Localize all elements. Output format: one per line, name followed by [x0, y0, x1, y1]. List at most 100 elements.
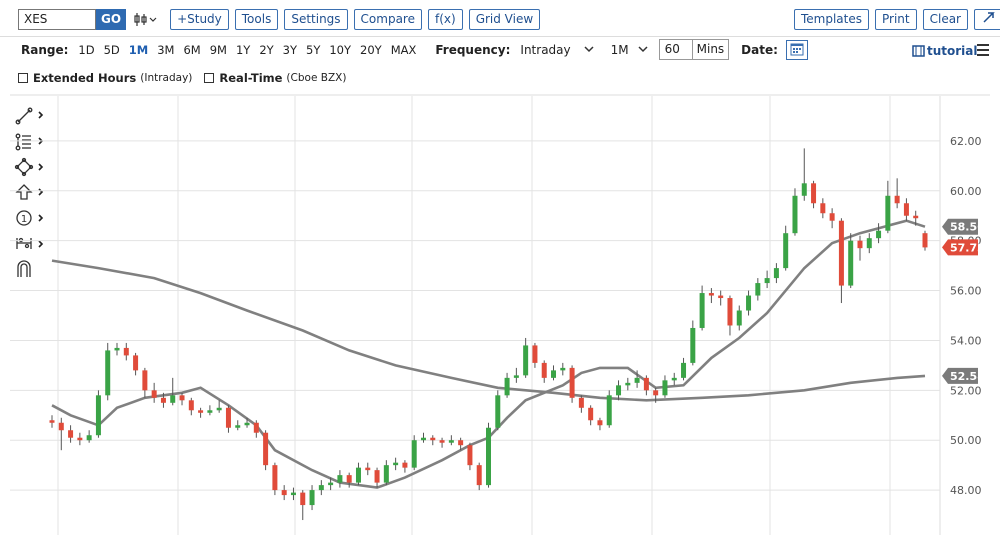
candle-body — [811, 183, 817, 204]
range-option[interactable]: 5Y — [306, 42, 321, 57]
separator — [0, 36, 1000, 37]
range-option[interactable]: 3M — [157, 42, 175, 57]
toolbar-button[interactable]: Print — [875, 9, 917, 30]
candle-body — [244, 422, 250, 426]
range-option[interactable]: 1M — [128, 42, 149, 57]
range-option[interactable]: 2Y — [259, 42, 274, 57]
candle-body — [857, 240, 863, 249]
chart-style-icon[interactable] — [126, 9, 166, 30]
frequency-select[interactable]: Intraday — [520, 42, 571, 57]
toolbar: XES GO +Study Tools Settings Compare f(x) Gri… — [18, 9, 546, 30]
toolbar-button[interactable]: Templates — [793, 9, 869, 30]
candle-body — [504, 377, 510, 396]
candle-body — [653, 390, 659, 396]
toolbar-button[interactable]: Settings — [284, 9, 348, 30]
candle-body — [393, 462, 399, 466]
candle-body — [829, 213, 835, 221]
moving-average — [51, 259, 926, 402]
shape-tool[interactable] — [14, 157, 34, 177]
candle-body — [913, 215, 919, 219]
magnet-tool[interactable] — [17, 260, 31, 277]
candle-body — [402, 462, 408, 468]
candle-body — [170, 395, 176, 403]
candle-body — [820, 203, 826, 214]
candle-body — [235, 425, 241, 428]
symbol-input[interactable]: XES — [18, 9, 96, 30]
fib-tool[interactable] — [15, 133, 31, 151]
arrow-tool[interactable] — [15, 184, 33, 200]
y-tick-label: 52.00 — [950, 384, 982, 397]
tool-chevrons[interactable] — [38, 111, 44, 248]
checkbox[interactable] — [204, 73, 215, 83]
counter-tool[interactable] — [16, 210, 32, 226]
candle-body — [736, 310, 742, 326]
range-option[interactable]: MAX — [390, 42, 417, 57]
range-option[interactable]: 1D — [78, 42, 95, 57]
candle-body — [708, 293, 714, 296]
candle-body — [346, 475, 352, 483]
candle-body — [616, 385, 622, 396]
range-option[interactable]: 20Y — [360, 42, 382, 57]
candle-body — [643, 377, 649, 391]
candle-body — [114, 347, 120, 351]
calendar-button[interactable] — [785, 39, 808, 60]
button-group: +Study Tools Settings Compare f(x) Grid View — [170, 9, 546, 30]
range-option[interactable]: 6M — [183, 42, 201, 57]
trendline-tool[interactable] — [15, 107, 33, 125]
candle-body — [495, 395, 501, 428]
candle-body — [272, 465, 278, 491]
candle-body — [634, 377, 640, 383]
date-grid — [57, 96, 891, 535]
y-tick-label: 54.00 — [950, 334, 982, 347]
candle-body — [198, 410, 204, 413]
tutorial-text: tutorial — [927, 44, 978, 58]
counter-icon-label: 1 — [21, 214, 27, 225]
toolbar-button[interactable]: f(x) — [427, 9, 463, 30]
y-tick-label: 48.00 — [950, 484, 982, 497]
interval-input[interactable]: 60 — [658, 39, 693, 60]
dropdown-arrow[interactable] — [571, 44, 605, 56]
candle-body — [588, 407, 594, 421]
toolbar-button[interactable]: Clear — [922, 9, 968, 30]
dropdown-arrow[interactable] — [629, 44, 659, 56]
range-option[interactable]: 1Y — [235, 42, 251, 57]
toolbar-button[interactable]: Grid View — [468, 9, 541, 30]
candle-body — [68, 430, 74, 438]
toolbar-button[interactable]: +Study — [170, 9, 229, 30]
y-tick-label: 62.00 — [950, 135, 982, 148]
toolbar-button[interactable]: Tools — [234, 9, 279, 30]
candle-body — [328, 482, 334, 486]
candle-body — [374, 470, 380, 483]
candle-body — [523, 345, 529, 376]
popout-button[interactable] — [974, 9, 1000, 30]
range-option[interactable]: 3Y — [282, 42, 297, 57]
candle-body — [866, 238, 872, 249]
range-option[interactable]: 10Y — [329, 42, 352, 57]
toolbar-button[interactable]: Compare — [353, 9, 422, 30]
measure-tool[interactable] — [16, 237, 32, 249]
range-option[interactable]: 9M — [209, 42, 227, 57]
candle-body — [448, 440, 454, 443]
y-tick-label: 56.00 — [950, 285, 982, 298]
right-button-group: Templates Print Clear — [793, 9, 1000, 30]
candle-body — [578, 397, 584, 408]
candle-body — [848, 240, 854, 286]
candle-body — [253, 422, 259, 433]
range-row: Range: 1D 5D 1M 3M 6M 9M 1Y 2Y 3Y 5Y 10Y 20Y MAX Fre… — [21, 39, 808, 60]
range-option[interactable]: 5D — [103, 42, 120, 57]
drawing-tools: 1 — [14, 107, 44, 277]
candle-body — [142, 370, 148, 391]
popout-icon — [983, 12, 995, 23]
price-label-box — [942, 218, 978, 235]
period-select[interactable]: 1M — [610, 42, 629, 57]
checkbox[interactable] — [18, 73, 28, 83]
candle-body — [551, 370, 557, 378]
candle-body — [95, 395, 101, 436]
candle-body — [337, 475, 343, 483]
candle-body — [430, 437, 436, 441]
candle-body — [513, 375, 519, 378]
candle-body — [569, 367, 575, 398]
menu-icon[interactable] — [976, 43, 990, 57]
go-button[interactable]: GO — [96, 9, 127, 30]
tutorial-link[interactable]: tutorial — [912, 44, 978, 58]
